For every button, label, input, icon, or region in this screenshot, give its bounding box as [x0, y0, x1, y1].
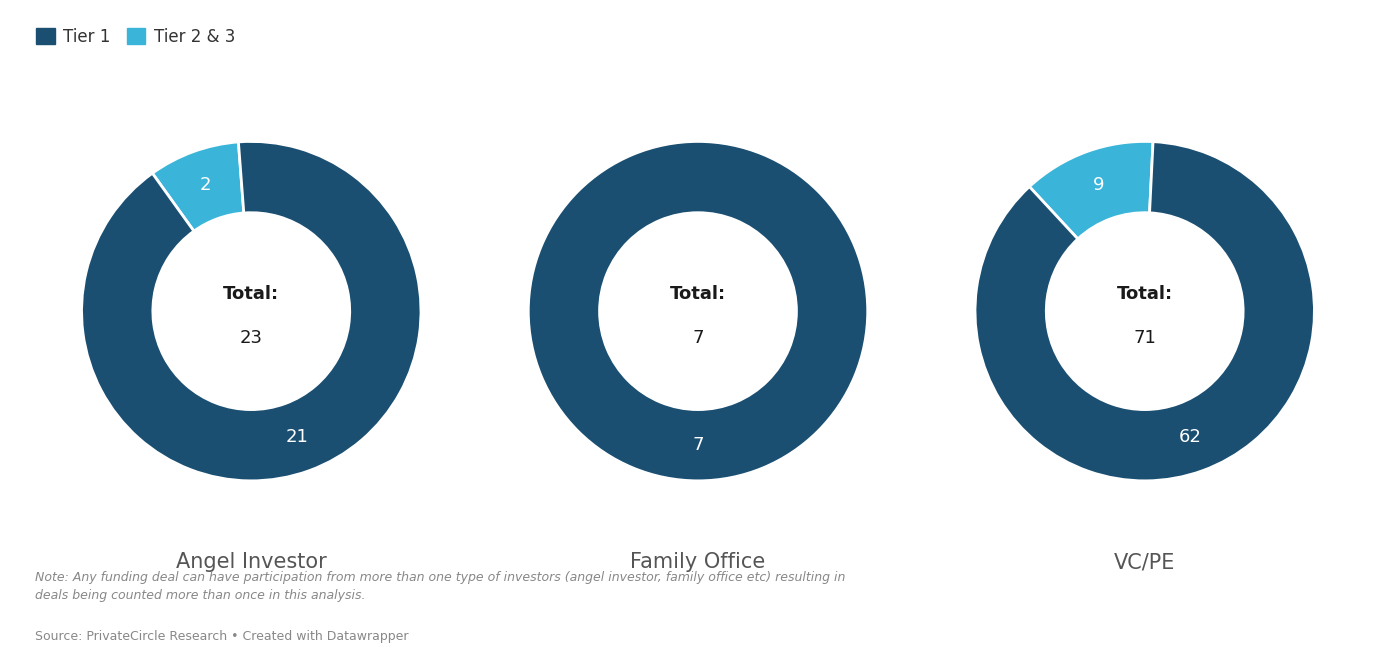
Text: Total:: Total: [670, 285, 726, 303]
Text: 62: 62 [1180, 428, 1202, 446]
Text: 9: 9 [1093, 176, 1104, 194]
Text: VC/PE: VC/PE [1114, 552, 1175, 572]
Text: Source: PrivateCircle Research • Created with Datawrapper: Source: PrivateCircle Research • Created… [35, 630, 409, 644]
Text: Total:: Total: [1117, 285, 1173, 303]
Wedge shape [81, 141, 422, 481]
Text: Angel Investor: Angel Investor [176, 552, 327, 572]
Text: 23: 23 [240, 329, 262, 347]
Text: 2: 2 [200, 176, 211, 194]
Wedge shape [1029, 141, 1153, 239]
Wedge shape [974, 142, 1315, 481]
Text: Note: Any funding deal can have participation from more than one type of investo: Note: Any funding deal can have particip… [35, 571, 845, 602]
Wedge shape [152, 142, 244, 231]
Legend: Tier 1, Tier 2 & 3: Tier 1, Tier 2 & 3 [36, 28, 235, 46]
Wedge shape [528, 141, 868, 481]
Text: Family Office: Family Office [631, 552, 765, 572]
Text: 7: 7 [692, 436, 704, 454]
Text: 21: 21 [286, 428, 309, 446]
Text: 7: 7 [692, 329, 704, 347]
Text: Total:: Total: [223, 285, 279, 303]
Text: 71: 71 [1134, 329, 1156, 347]
